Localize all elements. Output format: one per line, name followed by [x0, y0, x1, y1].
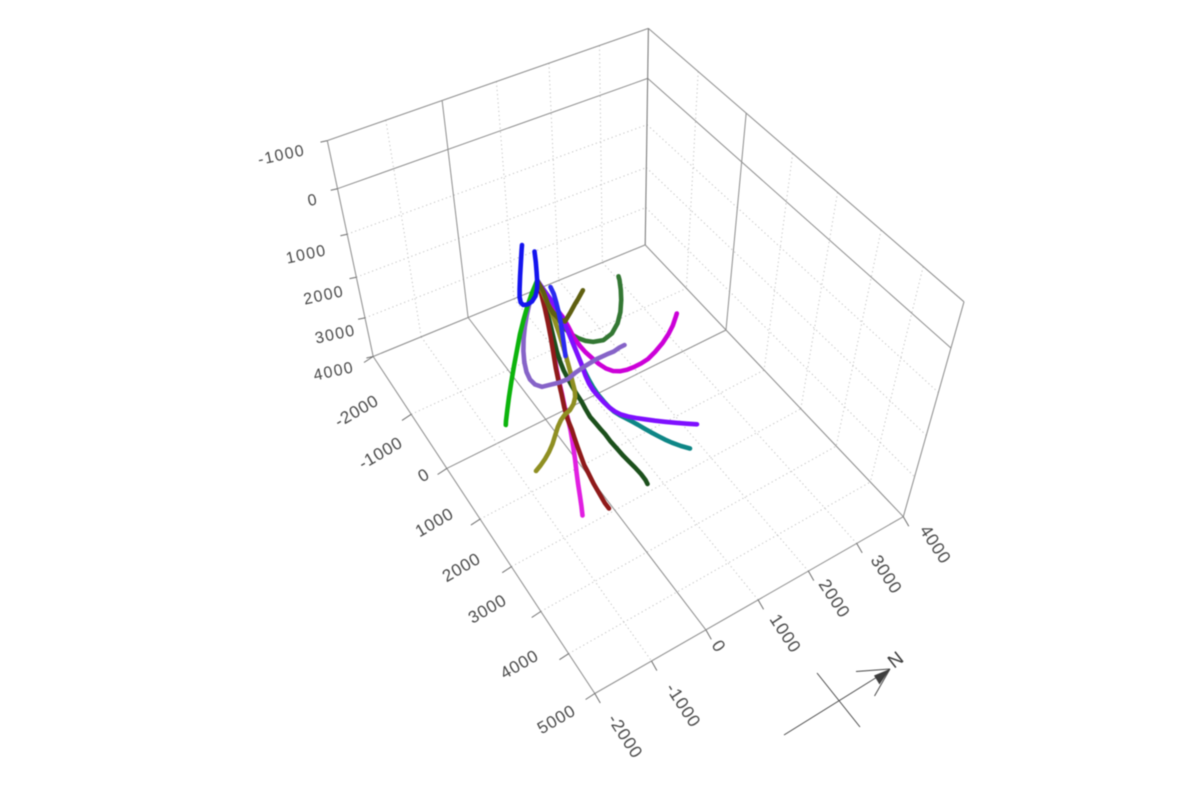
- svg-text:2000: 2000: [302, 283, 346, 308]
- svg-text:3000: 3000: [867, 551, 907, 597]
- svg-text:2000: 2000: [439, 549, 484, 586]
- svg-text:4000: 4000: [312, 359, 356, 384]
- svg-text:3000: 3000: [313, 322, 357, 347]
- svg-text:-1000: -1000: [662, 679, 705, 731]
- svg-text:3000: 3000: [465, 591, 510, 628]
- svg-text:4000: 4000: [916, 521, 956, 567]
- svg-text:-2000: -2000: [331, 391, 382, 431]
- svg-text:1000: 1000: [284, 242, 328, 267]
- svg-text:2000: 2000: [815, 575, 855, 621]
- svg-text:-1000: -1000: [256, 142, 306, 169]
- svg-text:-1000: -1000: [355, 433, 406, 473]
- svg-text:4000: 4000: [497, 646, 542, 683]
- svg-text:1000: 1000: [412, 504, 457, 541]
- svg-text:-2000: -2000: [604, 710, 647, 762]
- svg-text:0: 0: [415, 465, 433, 487]
- svg-text:5000: 5000: [534, 701, 579, 738]
- svg-text:1000: 1000: [766, 610, 806, 656]
- svg-text:0: 0: [306, 191, 320, 210]
